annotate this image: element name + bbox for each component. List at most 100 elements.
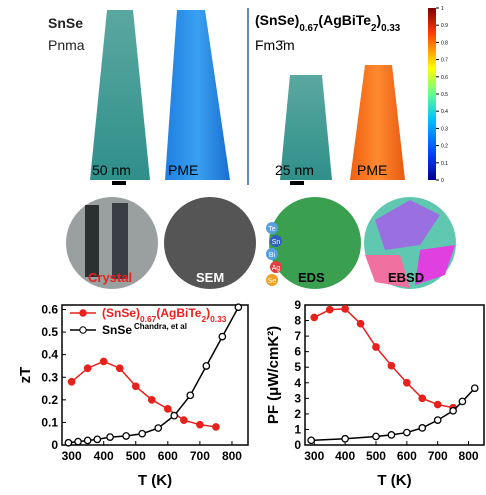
x-tick-label: 500 [126,449,146,463]
x-tick-label: 800 [459,449,479,463]
data-point [123,433,129,439]
image-label: EBSD [388,270,424,285]
plot-frame [305,305,484,445]
scale-bar [290,181,304,185]
colorbar-label: 0.6 [441,75,448,81]
x-tick-label: 400 [94,449,114,463]
data-point [68,379,74,385]
element-label: Ag [272,265,281,272]
data-point [203,363,209,369]
data-point [435,417,441,423]
data-point [342,436,348,442]
x-tick-label: 600 [397,449,417,463]
y-tick-label: 4 [294,376,301,390]
data-point [117,365,123,371]
colorbar [428,8,436,180]
tip-snse-pme [165,10,230,180]
x-tick-label: 700 [428,449,448,463]
x-tick-label: 400 [335,449,355,463]
data-point [165,406,171,412]
y-tick-label: 0 [294,438,301,452]
y-tick-label: 5 [294,360,301,374]
data-point [171,412,177,418]
colorbar-label: 0.4 [441,109,448,115]
data-point [181,417,187,423]
data-point [149,397,155,403]
crystal-rod [85,205,99,277]
y-tick-label: 0.1 [41,415,58,429]
y-tick-label: 0 [51,438,58,452]
scale-label: 25 nm [275,162,314,178]
y-tick-label: 0.6 [41,303,58,317]
data-point [342,306,348,312]
data-point [404,429,410,435]
x-axis-label: T (K) [377,472,411,489]
y-axis-label: zT [17,367,34,384]
colorbar-label: 0.8 [441,40,448,46]
colorbar-label: 0.2 [441,144,448,150]
colorbar-label: 0.3 [441,126,448,132]
y-axis-label: PF (μW/cmK²) [265,326,282,424]
x-tick-label: 300 [304,449,324,463]
data-point [459,398,465,404]
y-tick-label: 0.4 [41,348,58,362]
data-point [139,431,145,437]
data-point [84,365,90,371]
colorbar-label: 0 [441,178,444,184]
data-point [472,385,478,391]
x-tick-label: 300 [62,449,82,463]
material: SnSe [48,15,83,31]
data-point [100,358,106,364]
legend-label: SnSe [102,323,132,337]
x-tick-label: 700 [190,449,210,463]
colorbar-label: 0.5 [441,92,448,98]
data-point [435,401,441,407]
data-point [388,362,394,368]
element-label: Te [268,226,276,233]
legend-marker [80,327,86,333]
data-point [94,436,100,442]
data-point [404,380,410,386]
image-label: EDS [298,270,325,285]
space-group: Pnma [48,37,85,53]
tip-snse [90,10,150,180]
x-axis-label: T (K) [138,472,172,489]
colorbar-label: 0.7 [441,58,448,64]
series-line [72,361,216,426]
figure: SnSe Pnma 50 nm PME (SnSe)0.67(AgBiTe2)0… [0,0,486,490]
data-point [187,392,193,398]
element-label: Bi [269,252,276,259]
formula: (SnSe)0.67(AgBiTe2)0.33 [255,12,401,34]
data-point [450,408,456,414]
data-point [65,440,71,446]
data-point [419,425,425,431]
data-point [213,424,219,430]
data-point [373,344,379,350]
colorbar-label: 0.9 [441,23,448,29]
pme-label: PME [168,162,198,178]
crystal-rod [112,203,128,279]
colorbar-label: 0.1 [441,161,448,167]
y-tick-label: 0.2 [41,393,58,407]
x-tick-label: 500 [366,449,386,463]
colorbar-label: 1 [441,6,444,12]
y-tick-label: 3 [294,391,301,405]
y-tick-label: 7 [294,329,301,343]
data-point [388,432,394,438]
data-point [219,333,225,339]
scale-label: 50 nm [92,162,131,178]
series-line [314,309,453,408]
element-label: Sn [272,239,281,246]
y-tick-label: 8 [294,314,301,328]
data-point [84,437,90,443]
y-tick-label: 1 [294,422,301,436]
data-point [311,314,317,320]
data-point [133,383,139,389]
image-label: SEM [196,270,224,285]
y-tick-label: 0.3 [41,370,58,384]
pme-label: PME [357,162,387,178]
y-tick-label: 2 [294,407,301,421]
data-point [235,304,241,310]
legend-note: Chandra, et al [134,322,187,331]
y-tick-label: 6 [294,345,301,359]
